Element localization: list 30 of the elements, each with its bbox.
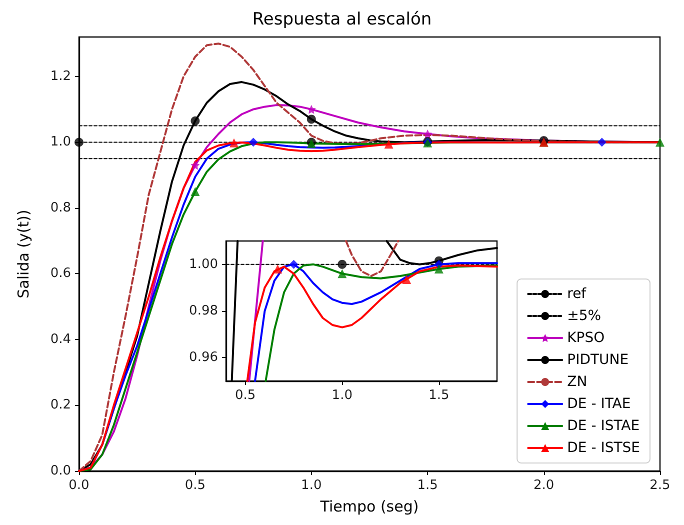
- legend-label: PIDTUNE: [567, 352, 629, 368]
- legend-label: DE - ISTSE: [567, 440, 640, 456]
- y-tick-label: 0.6: [50, 266, 71, 282]
- y-tick-label: 0.96: [189, 350, 218, 366]
- legend-label: ZN: [567, 374, 588, 390]
- x-tick-label: 0.5: [184, 478, 206, 493]
- x-axis-title: Tiempo (seg): [319, 498, 419, 516]
- y-tick-label: 1.0: [50, 134, 71, 150]
- x-tick-label: 2.0: [533, 478, 554, 493]
- y-tick-label: 0.0: [50, 464, 71, 478]
- x-tick-label: 1.0: [301, 478, 322, 493]
- legend-label: DE - ISTAE: [567, 418, 640, 434]
- legend-label: KPSO: [567, 330, 605, 346]
- x-tick-label: 1.5: [428, 388, 450, 403]
- legend-label: ref: [567, 286, 588, 302]
- legend-label: DE - ITAE: [567, 396, 631, 412]
- x-tick-label: 1.5: [417, 478, 438, 493]
- x-tick-label: 2.5: [650, 478, 670, 493]
- y-tick-label: 0.8: [50, 200, 71, 216]
- chart-title: Respuesta al escalón: [252, 10, 432, 30]
- x-tick-label: 1.0: [332, 388, 352, 403]
- y-tick-label: 0.4: [50, 332, 71, 347]
- x-tick-label: 0.5: [235, 388, 256, 403]
- y-axis-title: Salida (y(t)): [14, 210, 32, 298]
- y-tick-label: 0.2: [50, 398, 71, 413]
- y-tick-label: 0.98: [189, 304, 218, 318]
- legend-label: ±5%: [567, 308, 602, 324]
- y-tick-label: 1.00: [189, 256, 218, 272]
- y-tick-label: 1.2: [50, 68, 71, 84]
- x-tick-label: 0.0: [68, 478, 90, 493]
